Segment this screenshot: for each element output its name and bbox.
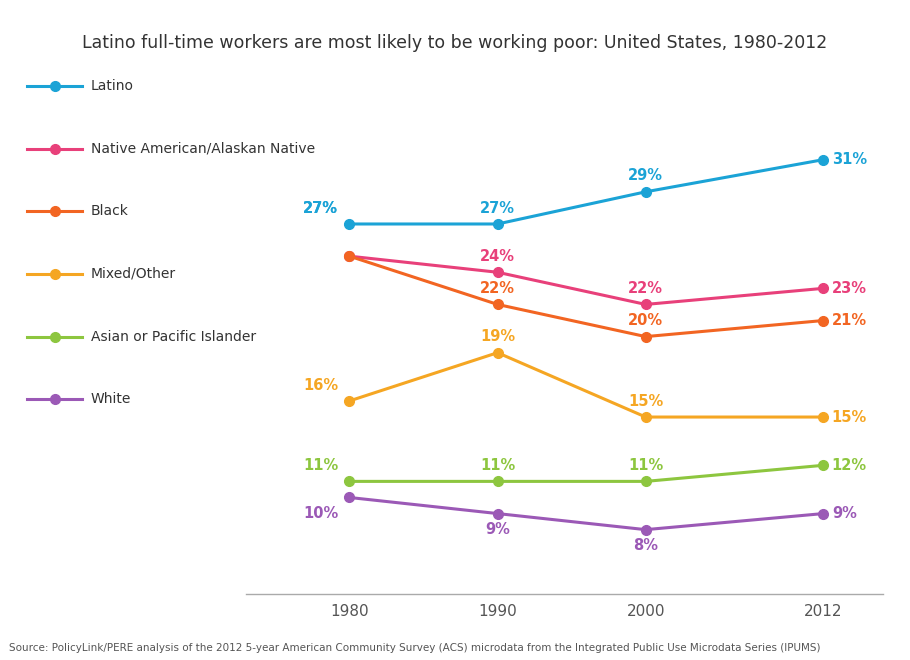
Text: 15%: 15% (628, 394, 663, 409)
Text: 22%: 22% (628, 281, 663, 296)
Text: 11%: 11% (480, 458, 515, 473)
Text: 12%: 12% (832, 458, 867, 473)
Text: Black: Black (91, 204, 129, 218)
Asian or Pacific Islander (492, 477, 503, 485)
Text: White: White (91, 392, 131, 407)
Text: Mixed/Other: Mixed/Other (91, 267, 177, 281)
Latino (344, 220, 355, 228)
Text: Latino full-time workers are most likely to be working poor: United States, 1980: Latino full-time workers are most likely… (83, 34, 827, 52)
Latino (818, 156, 829, 164)
Native American/Alaskan Native (492, 268, 503, 276)
Text: 11%: 11% (628, 458, 663, 473)
Text: 21%: 21% (832, 313, 867, 328)
Text: 15%: 15% (832, 410, 867, 424)
Asian or Pacific Islander (818, 461, 829, 469)
White (492, 510, 503, 517)
White (641, 525, 652, 533)
Text: 27%: 27% (480, 201, 515, 216)
Text: Source: PolicyLink/PERE analysis of the 2012 5-year American Community Survey (A: Source: PolicyLink/PERE analysis of the … (9, 644, 821, 653)
Black (344, 252, 355, 260)
Text: 29%: 29% (628, 168, 663, 183)
Line: Mixed/Other: Mixed/Other (345, 348, 828, 422)
Text: 22%: 22% (480, 281, 515, 296)
Text: 20%: 20% (628, 314, 663, 328)
Latino (641, 188, 652, 196)
Native American/Alaskan Native (818, 284, 829, 292)
Text: 9%: 9% (832, 506, 856, 521)
Text: 8%: 8% (633, 538, 658, 553)
Black (641, 333, 652, 341)
Line: Black: Black (345, 251, 828, 341)
Asian or Pacific Islander (641, 477, 652, 485)
Text: 27%: 27% (303, 201, 339, 216)
Line: Native American/Alaskan Native: Native American/Alaskan Native (345, 251, 828, 310)
Mixed/Other (818, 413, 829, 421)
Text: 11%: 11% (303, 458, 339, 473)
Text: 24%: 24% (480, 249, 515, 264)
Line: Asian or Pacific Islander: Asian or Pacific Islander (345, 461, 828, 486)
Text: 9%: 9% (485, 522, 510, 537)
Text: 10%: 10% (303, 506, 339, 521)
White (344, 494, 355, 502)
Text: Asian or Pacific Islander: Asian or Pacific Islander (91, 329, 256, 344)
Latino (492, 220, 503, 228)
Mixed/Other (492, 348, 503, 356)
White (818, 510, 829, 517)
Native American/Alaskan Native (344, 252, 355, 260)
Mixed/Other (344, 397, 355, 405)
Asian or Pacific Islander (344, 477, 355, 485)
Text: 16%: 16% (303, 378, 339, 393)
Mixed/Other (641, 413, 652, 421)
Line: Latino: Latino (345, 155, 828, 229)
Native American/Alaskan Native (641, 300, 652, 308)
Text: 31%: 31% (832, 152, 867, 167)
Text: 23%: 23% (832, 281, 867, 296)
Text: 19%: 19% (480, 329, 515, 345)
Black (818, 317, 829, 325)
Black (492, 300, 503, 308)
Text: Latino: Latino (91, 79, 134, 93)
Text: 27%: 27% (303, 201, 339, 216)
Line: White: White (345, 492, 828, 535)
Text: Native American/Alaskan Native: Native American/Alaskan Native (91, 141, 315, 156)
